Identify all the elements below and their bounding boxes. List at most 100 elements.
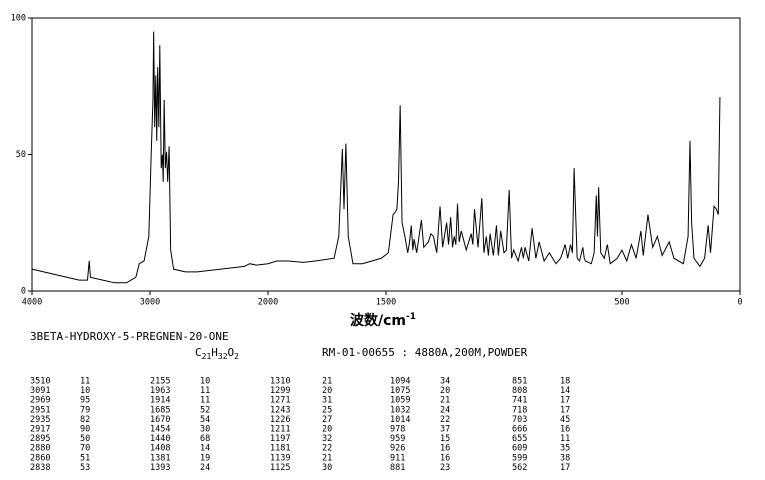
peak-intensity: 45 (560, 415, 570, 425)
peak-intensity: 18 (560, 377, 570, 387)
peak-wavenumber: 655 (512, 434, 527, 444)
peak-wavenumber: 1059 (390, 396, 410, 406)
peak-wavenumber: 1032 (390, 405, 410, 415)
peak-wavenumber: 1243 (270, 405, 290, 415)
peak-intensity: 70 (80, 444, 90, 454)
x-axis-label-text: 波数/cm (350, 312, 406, 329)
peak-wavenumber: 881 (390, 463, 405, 473)
peak-intensity: 35 (560, 444, 570, 454)
peak-wavenumber: 2880 (30, 444, 50, 454)
formula: C21H32O2 (195, 346, 239, 361)
peak-wavenumber: 1197 (270, 434, 290, 444)
peak-wavenumber: 2895 (30, 434, 50, 444)
peak-wavenumber: 2935 (30, 415, 50, 425)
peak-wavenumber: 2969 (30, 396, 50, 406)
peak-wavenumber: 1271 (270, 396, 290, 406)
peak-wavenumber: 666 (512, 425, 527, 435)
peak-intensity: 53 (80, 463, 90, 473)
peak-intensity: 11 (80, 377, 90, 387)
peak-intensity: 54 (200, 415, 210, 425)
peak-intensity: 20 (440, 386, 450, 396)
peak-intensity: 21 (440, 396, 450, 406)
peak-intensity: 24 (200, 463, 210, 473)
peak-intensity: 20 (322, 425, 332, 435)
peak-intensity: 11 (200, 386, 210, 396)
peak-intensity: 22 (440, 415, 450, 425)
peak-intensity: 16 (440, 444, 450, 454)
peak-wavenumber: 2838 (30, 463, 50, 473)
peak-intensity: 20 (322, 386, 332, 396)
spectrum-line (31, 31, 721, 284)
peak-intensity: 31 (322, 396, 332, 406)
peak-intensity: 17 (560, 463, 570, 473)
peak-intensity: 16 (560, 425, 570, 435)
peak-wavenumber: 599 (512, 453, 527, 463)
formula-element: O (228, 346, 235, 359)
peak-wavenumber: 741 (512, 396, 527, 406)
peak-wavenumber: 1211 (270, 425, 290, 435)
peak-wavenumber: 1914 (150, 396, 170, 406)
peak-intensity: 90 (80, 425, 90, 435)
peak-wavenumber: 1310 (270, 377, 290, 387)
peak-wavenumber: 2951 (30, 405, 50, 415)
peak-intensity: 14 (200, 444, 210, 454)
peak-intensity: 51 (80, 453, 90, 463)
peak-intensity: 79 (80, 405, 90, 415)
peak-intensity: 25 (322, 405, 332, 415)
formula-element: H (211, 346, 218, 359)
peak-intensity: 10 (80, 386, 90, 396)
peak-wavenumber: 2917 (30, 425, 50, 435)
compound-name: 3BETA-HYDROXY-5-PREGNEN-20-ONE (30, 330, 229, 343)
peak-wavenumber: 1139 (270, 453, 290, 463)
peak-intensity: 15 (440, 434, 450, 444)
peak-wavenumber: 911 (390, 453, 405, 463)
peak-intensity: 68 (200, 434, 210, 444)
x-tick-label: 2000 (258, 298, 278, 308)
peak-wavenumber: 2860 (30, 453, 50, 463)
x-axis-label: 波数/cm-1 (350, 312, 416, 330)
peak-wavenumber: 1440 (150, 434, 170, 444)
peak-wavenumber: 808 (512, 386, 527, 396)
formula-element: C (195, 346, 202, 359)
peak-wavenumber: 1685 (150, 405, 170, 415)
x-tick-label: 3000 (140, 298, 160, 308)
x-tick-label: 1500 (376, 298, 396, 308)
peak-intensity: 21 (322, 377, 332, 387)
peak-intensity: 11 (560, 434, 570, 444)
peak-intensity: 21 (322, 453, 332, 463)
peak-intensity: 95 (80, 396, 90, 406)
peak-intensity: 30 (200, 425, 210, 435)
peak-wavenumber: 562 (512, 463, 527, 473)
peak-wavenumber: 1125 (270, 463, 290, 473)
x-tick-label: 4000 (22, 298, 42, 308)
peak-wavenumber: 1094 (390, 377, 410, 387)
peak-wavenumber: 718 (512, 405, 527, 415)
peak-intensity: 19 (200, 453, 210, 463)
peak-wavenumber: 1408 (150, 444, 170, 454)
y-tick-label: 50 (16, 150, 26, 160)
peak-intensity: 34 (440, 377, 450, 387)
peak-intensity: 50 (80, 434, 90, 444)
formula-subscript: 21 (202, 352, 212, 361)
x-tick-label: 500 (614, 298, 629, 308)
peak-wavenumber: 2155 (150, 377, 170, 387)
peak-wavenumber: 1014 (390, 415, 410, 425)
peak-intensity: 24 (440, 405, 450, 415)
peak-intensity: 27 (322, 415, 332, 425)
peak-wavenumber: 926 (390, 444, 405, 454)
peak-intensity: 37 (440, 425, 450, 435)
peak-intensity: 17 (560, 405, 570, 415)
peak-intensity: 14 (560, 386, 570, 396)
peak-intensity: 82 (80, 415, 90, 425)
peak-intensity: 10 (200, 377, 210, 387)
peak-wavenumber: 1963 (150, 386, 170, 396)
peak-wavenumber: 3510 (30, 377, 50, 387)
peak-wavenumber: 609 (512, 444, 527, 454)
peak-intensity: 22 (322, 444, 332, 454)
peak-wavenumber: 1381 (150, 453, 170, 463)
peak-intensity: 38 (560, 453, 570, 463)
y-tick-label: 0 (21, 287, 26, 297)
peak-wavenumber: 1393 (150, 463, 170, 473)
measurement-info: RM-01-00655 : 4880A,200M,POWDER (322, 346, 528, 359)
peak-intensity: 16 (440, 453, 450, 463)
